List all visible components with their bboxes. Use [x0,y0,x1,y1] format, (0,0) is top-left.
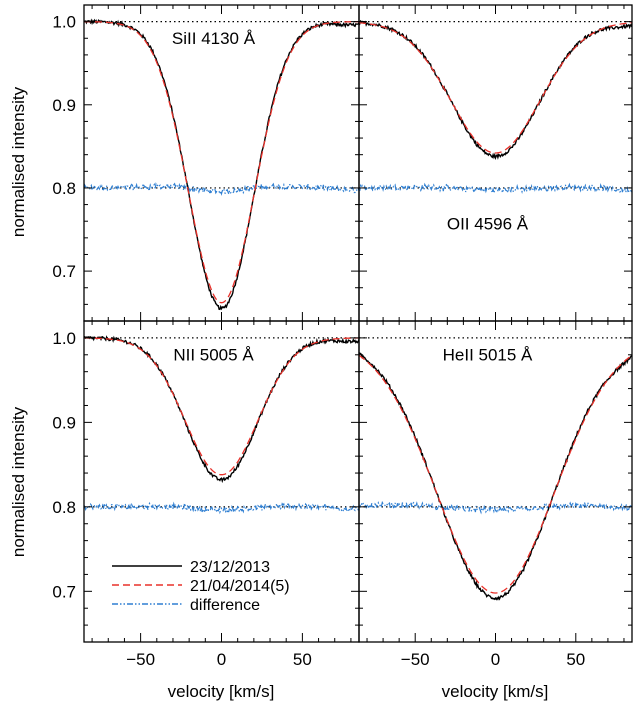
x-tick-label: −50 [126,650,155,669]
panel-frame [83,4,360,322]
plot-area-siII [84,18,359,311]
legend-item: 21/04/2014(5) [112,578,290,595]
panel-frame [358,320,633,643]
observation-series [84,18,359,311]
difference-series [359,500,632,515]
model-series [84,337,359,476]
plot-area-oII [359,19,632,195]
x-tick-label: 50 [293,650,312,669]
difference-series [359,182,632,195]
difference-series [84,181,359,197]
legend-label: difference [190,597,260,614]
legend-item: 23/12/2013 [112,559,270,576]
panel-frame [358,4,633,322]
legend-label: 23/12/2013 [190,559,270,576]
x-tick-label: 0 [217,650,226,669]
x-axis-labels: −50 0 50 −50 0 50 [126,650,585,669]
panel-label-nII: NII 5005 Å [173,346,254,365]
legend: 23/12/2013 21/04/2014(5) difference [112,559,290,614]
y-tick-label: 1.0 [52,329,76,348]
y-tick-label: 0.9 [52,96,76,115]
plot-area-heII [359,337,632,601]
legend-label: 21/04/2014(5) [190,578,290,595]
panel-siII: SiII 4130 Å [83,4,360,322]
y-tick-label: 0.7 [52,582,76,601]
y-tick-label: 1.0 [52,13,76,32]
legend-item: difference [112,597,260,614]
panel-heII: HeII 5015 Å [358,320,633,643]
y-axis-title-bottom: normalised intensity [9,406,28,557]
model-series [359,22,632,154]
y-axis-title-top: normalised intensity [9,86,28,237]
model-series [84,21,359,304]
y-tick-label: 0.8 [52,498,76,517]
difference-series [84,501,359,515]
panel-oII: OII 4596 Å [358,4,633,322]
x-tick-label: 50 [566,650,585,669]
y-axis-labels: 0.7 0.8 0.9 1.0 0.7 0.8 0.9 1.0 [52,13,76,602]
y-tick-label: 0.8 [52,179,76,198]
x-axis-title-left: velocity [km/s] [168,682,275,701]
x-axis-title-right: velocity [km/s] [442,682,549,701]
y-tick-label: 0.9 [52,413,76,432]
observation-series [359,352,632,601]
plot-area-nII [84,335,359,515]
model-series [359,354,632,594]
panel-label-oII: OII 4596 Å [447,215,529,234]
y-tick-label: 0.7 [52,262,76,281]
panel-label-siII: SiII 4130 Å [172,29,256,48]
observation-series [359,19,632,161]
x-tick-label: −50 [401,650,430,669]
panels-group: SiII 4130 Å OII 4596 Å NII 5005 Å HeII 5015… [83,4,633,643]
x-tick-label: 0 [491,650,500,669]
panel-label-heII: HeII 5015 Å [443,346,533,365]
